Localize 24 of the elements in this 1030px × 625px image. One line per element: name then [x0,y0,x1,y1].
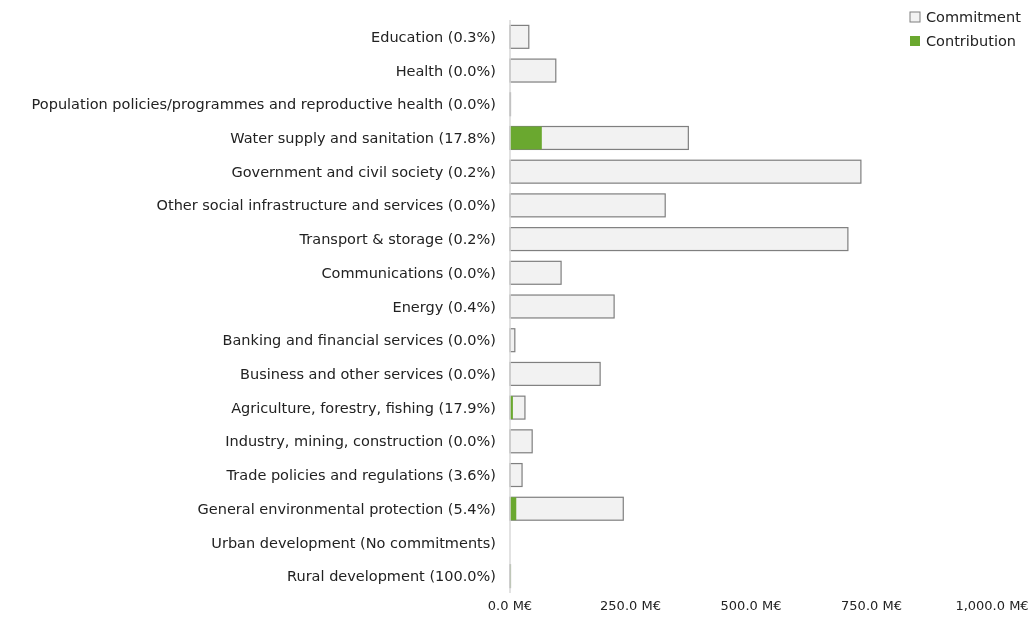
y-tick-label: Business and other services (0.0%) [240,365,496,382]
x-tick-label: 0.0 M€ [487,598,533,613]
y-tick-label: Education (0.3%) [371,28,496,45]
y-tick-label: Health (0.0%) [395,62,496,79]
y-tick-label: Population policies/programmes and reproductive health (0.0%) [31,96,496,113]
y-tick-label: Rural development (100.0%) [287,568,496,585]
x-tick-label: 500.0 M€ [720,598,782,613]
y-tick-label: Industry, mining, construction (0.0%) [225,433,496,450]
y-tick-label: Government and civil society (0.2%) [231,163,496,180]
y-tick-label: Banking and financial services (0.0%) [222,332,496,349]
y-tick-label: Communications (0.0%) [321,264,496,281]
y-tick-label: Trade policies and regulations (3.6%) [225,467,496,484]
y-tick-label: Other social infrastructure and services (0.0%) [156,197,496,214]
legend-label: Contribution [926,33,1017,50]
legend-label: Commitment [926,9,1022,26]
x-tick-label: 1,000.0 M€ [955,598,1029,613]
y-tick-label: Transport & storage (0.2%) [298,231,496,248]
y-tick-label: Energy (0.4%) [392,298,496,315]
x-tick-label: 750.0 M€ [841,598,902,613]
y-tick-label: Urban development (No commitments) [211,534,496,551]
y-tick-label: Agriculture, forestry, fishing (17.9%) [231,399,496,416]
y-tick-label: Water supply and sanitation (17.8%) [230,130,496,147]
y-tick-label: General environmental protection (5.4%) [197,500,496,517]
x-tick-label: 250.0 M€ [600,598,661,613]
